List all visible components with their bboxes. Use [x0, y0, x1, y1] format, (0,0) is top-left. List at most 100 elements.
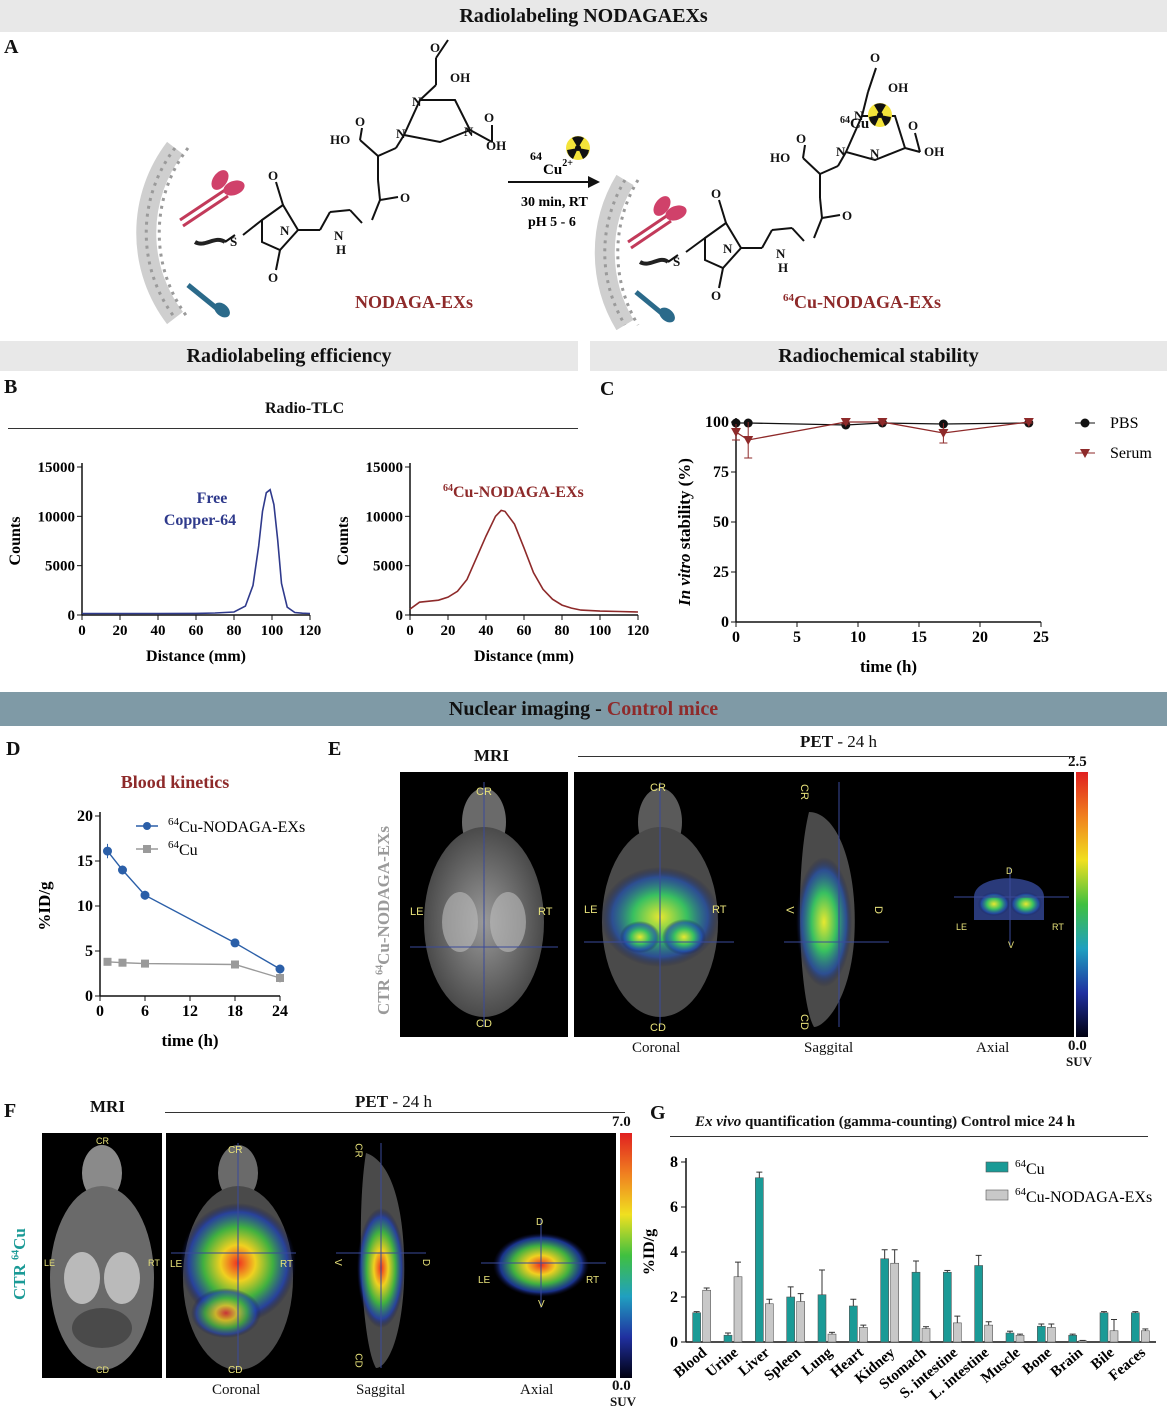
left-compound-label: NODAGA-EXs: [355, 292, 473, 312]
section-title-control-mice: Control mice: [606, 698, 719, 720]
svg-text:S: S: [230, 234, 237, 249]
x-tick-label: 25: [1033, 629, 1049, 646]
svg-text:O: O: [430, 40, 440, 55]
svg-text:O: O: [711, 288, 721, 303]
reaction-arrow: [508, 176, 600, 188]
section-band-stability: Radiochemical stability: [590, 341, 1167, 371]
x-tick-label: 40: [151, 623, 166, 639]
f-ax-le: LE: [478, 1275, 491, 1286]
e-scale-max: 2.5: [1068, 754, 1087, 770]
f-ax-v: V: [538, 1299, 545, 1310]
svg-text:N: N: [280, 223, 290, 238]
legend-exs-swatch: [985, 1189, 1009, 1201]
bar-1: [733, 1276, 743, 1343]
reaction-scheme: S O O N N H O HO O N N N O OH O OH NODAG…: [136, 39, 944, 330]
e-ax-d: D: [1006, 866, 1013, 876]
bar-0: [1005, 1332, 1015, 1343]
y-tick-label: 15000: [38, 460, 76, 476]
panel-letter-f: F: [4, 1100, 17, 1122]
x-tick-label: 0: [732, 629, 740, 646]
y-tick-label: 5000: [45, 559, 75, 575]
svg-text:N: N: [836, 144, 846, 159]
f-cor-rt: RT: [280, 1259, 294, 1270]
svg-text:N: N: [412, 94, 422, 109]
y-tick-label: 15: [77, 853, 93, 870]
f-mri-title: MRI: [90, 1097, 125, 1116]
condition-ph: pH 5 - 6: [528, 215, 576, 230]
y-tick-label: 25: [713, 564, 729, 581]
annotation-copper64: Copper-64: [164, 512, 236, 529]
legend-cu-marker: [143, 845, 151, 853]
series-line-1: [107, 961, 281, 979]
f-colorbar: [620, 1133, 632, 1378]
e-scale-min: 0.0: [1068, 1038, 1087, 1054]
cu-point: [141, 959, 149, 968]
y-tick-label: 0: [396, 608, 404, 624]
radio-tlc-header: Radio-TLC: [265, 400, 345, 417]
bar-0: [974, 1265, 983, 1343]
legend-serum-label: Serum: [1110, 445, 1152, 462]
f-mri-scan: [50, 1145, 154, 1370]
legend-exs-label: 64Cu-NODAGA-EXs: [168, 816, 305, 836]
panel-letter-e: E: [328, 738, 342, 760]
bar-0: [1037, 1325, 1046, 1343]
panel-letter-g: G: [650, 1102, 666, 1124]
x-axis-label: Distance (mm): [146, 648, 246, 665]
panel-letter-c: C: [600, 378, 615, 400]
svg-text:O: O: [870, 50, 880, 65]
exs-point: [103, 846, 112, 856]
section-title-imaging: Nuclear imaging -: [448, 698, 607, 720]
e-pet-title: PET - 24 h: [800, 732, 877, 751]
x-tick-label: 100: [589, 623, 612, 639]
svg-text:N: N: [464, 124, 474, 139]
svg-text:O: O: [268, 270, 278, 285]
section-band-radiolabeling: Radiolabeling NODAGAEXs: [0, 0, 1167, 32]
bar-1: [890, 1262, 899, 1343]
svg-text:N: N: [334, 228, 344, 243]
y-axis-label: In vitro stability (%): [675, 458, 694, 607]
e-side-label: CTR 64Cu-NODAGA-EXs: [374, 826, 393, 1015]
svg-text:O: O: [711, 186, 721, 201]
section-band-efficiency: Radiolabeling efficiency: [0, 341, 578, 371]
y-axis-label: Counts: [7, 517, 24, 566]
f-sag-cr: CR: [352, 1143, 364, 1158]
svg-text:H: H: [336, 242, 346, 257]
y-axis-label: %ID/g: [641, 1229, 658, 1275]
f-ax-rt: RT: [586, 1275, 600, 1286]
right-membrane-proteins: [627, 196, 687, 323]
annotation-cu-nodaga: 64Cu-NODAGA-EXs: [443, 483, 584, 501]
svg-text:O: O: [908, 118, 918, 133]
y-tick-label: 8: [670, 1154, 678, 1171]
serum-point: [938, 429, 949, 438]
bar-1: [1078, 1340, 1087, 1343]
e-cor-rt: RT: [712, 904, 727, 916]
bar-0: [1099, 1312, 1109, 1343]
section-title-stability: Radiochemical stability: [778, 345, 979, 367]
tlc-trace: [82, 488, 311, 615]
y-tick-label: 50: [713, 514, 729, 531]
f-sag-cd: CD: [352, 1353, 364, 1368]
f-view-axial: Axial: [520, 1382, 554, 1398]
legend-exs-label: 64Cu-NODAGA-EXs: [1015, 1186, 1152, 1206]
serum-point: [840, 418, 851, 427]
chart-ex-vivo: 02468%ID/gBloodUrineLiverSpleenLungHeart…: [641, 1154, 1156, 1403]
right-molecule-atoms: S O O N N H O HO O N N N O OH O OH 64Cu: [673, 50, 944, 303]
y-tick-label: 2: [670, 1289, 678, 1306]
x-tick-label: 10: [850, 629, 866, 646]
bar-1: [984, 1324, 993, 1343]
y-tick-label: 0: [721, 614, 729, 631]
e-ax-v: V: [1008, 940, 1015, 950]
x-tick-label: 0: [78, 623, 86, 639]
svg-text:OH: OH: [486, 138, 506, 153]
d-title: Blood kinetics: [121, 772, 230, 792]
chart-tlc-free-copper: 0 20 40 60 80 100 120 0 5000 10000 15000 Distance (…: [7, 460, 321, 665]
x-axis-label: Distance (mm): [474, 648, 574, 665]
cu-point: [118, 958, 127, 967]
x-tick-label: 60: [189, 623, 204, 639]
e-mri-rt: RT: [538, 906, 553, 918]
f-cor-le: LE: [170, 1259, 183, 1270]
e-view-axial: Axial: [976, 1040, 1010, 1056]
svg-text:O: O: [268, 168, 278, 183]
e-mri-scan: [410, 782, 558, 1027]
left-exosome-membrane: [136, 141, 190, 325]
